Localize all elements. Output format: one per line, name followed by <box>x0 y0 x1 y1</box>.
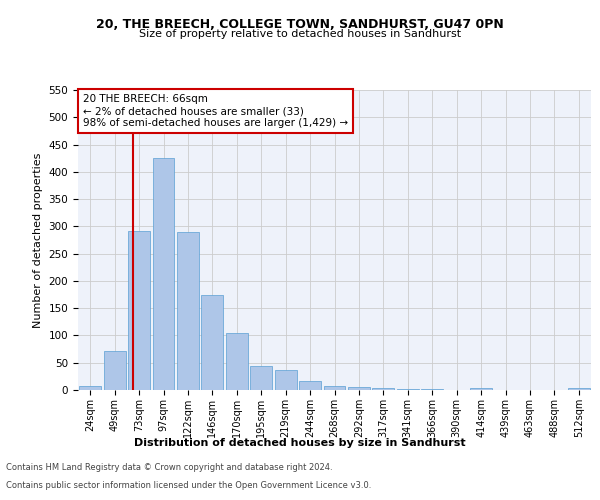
Text: 20, THE BREECH, COLLEGE TOWN, SANDHURST, GU47 0PN: 20, THE BREECH, COLLEGE TOWN, SANDHURST,… <box>96 18 504 30</box>
Bar <box>226 332 248 390</box>
Bar <box>275 370 296 390</box>
Bar <box>250 366 272 390</box>
Bar <box>104 352 125 390</box>
Text: Contains HM Land Registry data © Crown copyright and database right 2024.: Contains HM Land Registry data © Crown c… <box>6 464 332 472</box>
Bar <box>348 386 370 390</box>
Text: Distribution of detached houses by size in Sandhurst: Distribution of detached houses by size … <box>134 438 466 448</box>
Text: Contains public sector information licensed under the Open Government Licence v3: Contains public sector information licen… <box>6 481 371 490</box>
Bar <box>568 388 590 390</box>
Y-axis label: Number of detached properties: Number of detached properties <box>33 152 43 328</box>
Text: Size of property relative to detached houses in Sandhurst: Size of property relative to detached ho… <box>139 29 461 39</box>
Bar <box>299 380 321 390</box>
Bar <box>373 388 394 390</box>
Bar <box>202 294 223 390</box>
Bar <box>128 230 150 390</box>
Bar <box>152 158 175 390</box>
Text: 20 THE BREECH: 66sqm
← 2% of detached houses are smaller (33)
98% of semi-detach: 20 THE BREECH: 66sqm ← 2% of detached ho… <box>83 94 348 128</box>
Bar <box>177 232 199 390</box>
Bar <box>397 389 419 390</box>
Bar <box>470 388 492 390</box>
Bar <box>323 386 346 390</box>
Bar <box>79 386 101 390</box>
